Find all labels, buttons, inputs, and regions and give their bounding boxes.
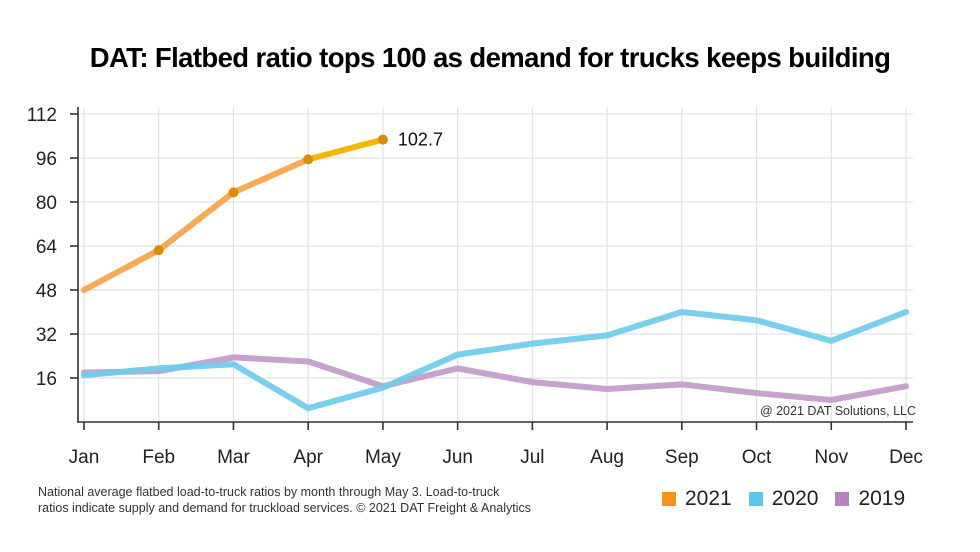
footnote-line-2: ratios indicate supply and demand for tr… [38,501,532,515]
y-tick-label: 48 [36,281,57,302]
end-value-label: 102.7 [398,130,443,150]
legend-label: 2021 [685,487,732,510]
legend-swatch-2021 [662,492,676,506]
series-2021: 102.7 [81,130,443,293]
data-point-2021 [377,134,388,145]
x-tick-label: Jan [69,447,100,468]
y-tick-label: 32 [36,325,57,346]
legend-item-2020: 2020 [748,487,819,511]
data-point-2021 [303,154,314,165]
chart-title: DAT: Flatbed ratio tops 100 as demand fo… [89,42,891,73]
legend-item-2019: 2019 [835,487,905,511]
legend-label: 2019 [858,487,906,510]
x-tick-label: Jul [520,447,544,468]
y-tick-label: 64 [36,237,58,258]
footnote-line-1: National average flatbed load-to-truck r… [38,485,500,499]
series-line-2021 [81,156,312,293]
series-line-2021-latest [305,136,386,163]
legend-label: 2020 [771,487,819,510]
x-tick-label: May [365,447,401,468]
y-tick-label: 112 [27,105,57,126]
legend: 2021 2020 2019 [662,487,922,511]
x-axis-ticks: Jan Feb Mar Apr May Jun Jul Aug Sep Oct Nov Dec [69,422,923,468]
y-axis-ticks: 16 32 48 64 80 96 112 [27,105,78,390]
y-tick-label: 16 [36,369,57,390]
x-tick-label: Aug [590,447,624,468]
series-line-2020 [81,309,909,412]
data-point-2021 [228,187,239,198]
legend-swatch-2019 [835,492,850,506]
x-tick-label: Oct [742,447,772,468]
x-tick-label: Apr [293,447,323,468]
y-tick-label: 96 [36,149,57,170]
x-tick-label: Mar [217,447,250,468]
series-lines: 102.7 [81,130,909,412]
grid [78,107,913,422]
x-tick-label: Nov [814,447,848,468]
x-tick-label: Feb [142,447,175,468]
y-tick-label: 80 [36,193,57,214]
data-point-2021 [153,245,164,256]
footnote: National average flatbed load-to-truck r… [38,484,598,516]
x-tick-label: Dec [889,447,923,468]
series-2020 [81,309,909,412]
series-line-2019 [81,354,909,403]
axes [77,107,913,423]
x-tick-label: Jun [442,447,473,468]
chart-credit: @ 2021 DAT Solutions, LLC [760,404,916,418]
legend-swatch-2020 [748,492,763,506]
x-tick-label: Sep [665,447,699,468]
legend-item-2021: 2021 [662,487,732,511]
